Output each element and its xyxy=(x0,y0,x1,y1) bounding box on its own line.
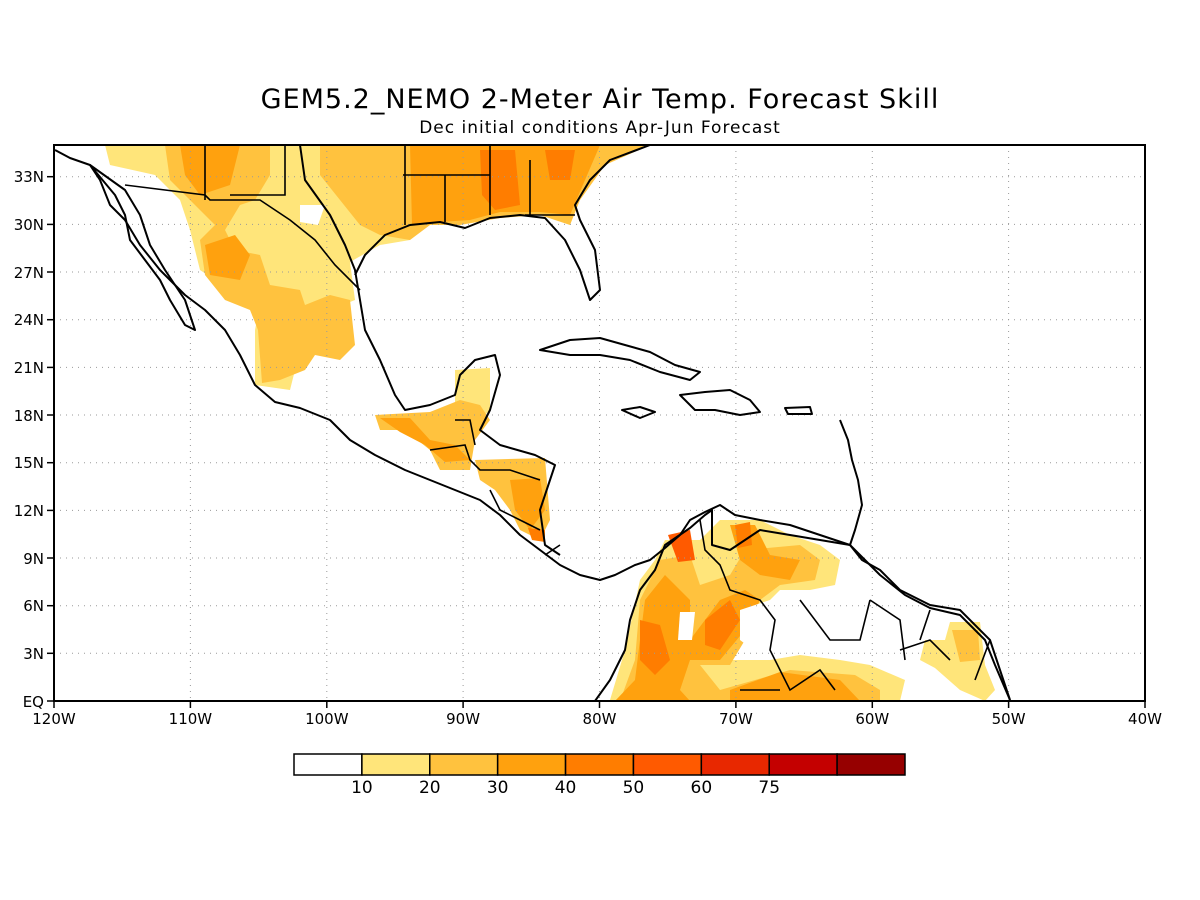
y-tick-label: 24N xyxy=(14,311,44,329)
shade-costa-rica xyxy=(528,528,545,542)
shade-mexico-core xyxy=(205,235,250,280)
shade-hole-2 xyxy=(678,612,695,640)
colorbar: 10 20 30 40 50 60 75 xyxy=(293,753,906,798)
border-us-mexico xyxy=(124,184,361,291)
coast-gulf xyxy=(299,145,561,556)
x-tick-label: 120W xyxy=(32,710,76,728)
colorbar-swatch xyxy=(768,753,838,776)
x-tick-label: 60W xyxy=(855,710,889,728)
colorbar-label: 75 xyxy=(758,778,780,798)
shade-hole-1 xyxy=(300,205,325,225)
shade-central-america-core xyxy=(380,418,470,462)
colorbar-swatch xyxy=(429,753,499,776)
coast-puerto-rico xyxy=(784,406,813,415)
colorbar-swatch xyxy=(700,753,770,776)
x-tick-label: 40W xyxy=(1128,710,1162,728)
chart-subtitle: Dec initial conditions Apr-Jun Forecast xyxy=(419,118,781,138)
colorbar-label: 40 xyxy=(555,778,577,798)
y-tick-label: 3N xyxy=(23,645,44,663)
coast-jamaica xyxy=(621,406,656,419)
skill-shading xyxy=(105,145,995,701)
axis-tick-marks xyxy=(47,175,1146,708)
coast-baja xyxy=(89,164,196,331)
coast-south-america xyxy=(594,509,1011,701)
colorbar-swatch xyxy=(496,753,567,776)
shade-colombia-max xyxy=(640,620,670,675)
y-tick-label: 33N xyxy=(14,168,44,186)
borders xyxy=(124,145,991,692)
colorbar-label: 30 xyxy=(487,778,509,798)
shade-us-southeast-max2 xyxy=(545,150,575,180)
y-tick-label: 15N xyxy=(14,454,44,472)
x-tick-labels: 120W 110W 100W 90W 80W 70W 60W 50W 40W xyxy=(32,710,1162,728)
y-tick-label: 12N xyxy=(14,502,44,520)
colorbar-label: 50 xyxy=(623,778,645,798)
colorbar-label: 20 xyxy=(419,778,441,798)
map-area xyxy=(54,145,1145,701)
chart-title: GEM5.2_NEMO 2-Meter Air Temp. Forecast S… xyxy=(260,84,940,115)
coastlines xyxy=(54,145,1011,701)
y-tick-label: 27N xyxy=(14,264,44,282)
shade-honduras-core xyxy=(510,478,545,530)
shade-venezuela-max xyxy=(705,600,740,650)
x-tick-label: 50W xyxy=(992,710,1026,728)
colorbar-swatch xyxy=(293,753,363,776)
colorbar-label: 60 xyxy=(691,778,713,798)
coast-hispaniola xyxy=(679,389,761,416)
x-tick-label: 80W xyxy=(583,710,617,728)
x-tick-label: 110W xyxy=(169,710,213,728)
y-tick-label: 9N xyxy=(23,550,44,568)
y-tick-label: 18N xyxy=(14,407,44,425)
x-tick-label: 70W xyxy=(719,710,753,728)
x-tick-label: 100W xyxy=(305,710,349,728)
y-tick-label: 21N xyxy=(14,359,44,377)
x-tick-label: 90W xyxy=(446,710,480,728)
y-tick-label: 30N xyxy=(14,216,44,234)
shade-hole-3 xyxy=(740,600,790,655)
coast-cuba xyxy=(539,337,701,381)
shade-guianas-core xyxy=(952,630,980,662)
border-south-america xyxy=(699,519,991,692)
border-central-america xyxy=(429,419,561,556)
colorbar-swatch xyxy=(632,753,703,776)
colorbar-swatch xyxy=(836,753,906,776)
colorbar-swatch xyxy=(564,753,635,776)
border-us-states xyxy=(204,145,575,225)
coast-gulf-north xyxy=(354,145,651,301)
shade-mexico-sonora xyxy=(180,145,240,195)
y-tick-labels: EQ 3N 6N 9N 12N 15N 18N 21N 24N 27N 30N … xyxy=(14,168,44,711)
colorbar-label: 10 xyxy=(351,778,373,798)
y-tick-label: EQ xyxy=(23,693,44,711)
coast-antilles xyxy=(839,419,863,546)
y-tick-label: 6N xyxy=(23,597,44,615)
shade-paraguana xyxy=(735,522,752,548)
shade-mexico-mid xyxy=(165,145,355,383)
colorbar-swatch xyxy=(361,753,431,776)
